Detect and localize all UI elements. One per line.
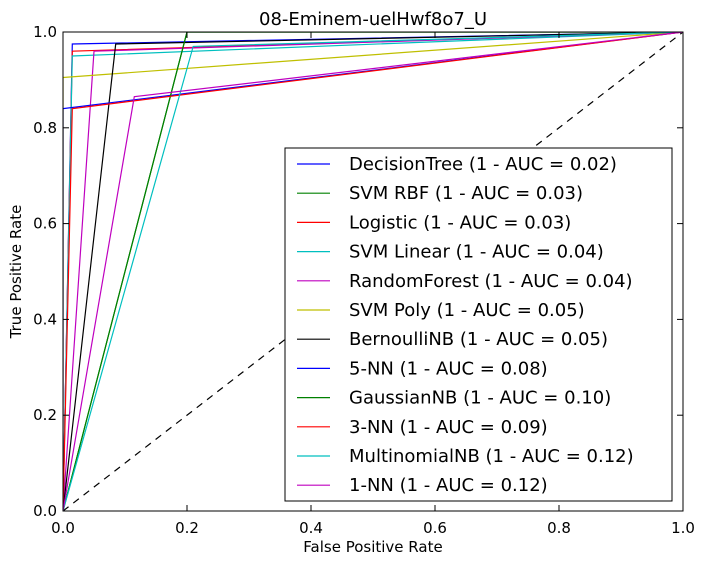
x-tick-label: 0.6 [423,519,447,537]
roc-line-5 [63,32,683,511]
x-tick-label: 1.0 [671,519,695,537]
roc-line-12 [63,32,683,511]
x-tick-label: 0.4 [299,519,323,537]
legend-label-5: RandomForest (1 - AUC = 0.04) [349,271,633,292]
legend-label-11: MultinomialNB (1 - AUC = 0.12) [349,446,634,467]
legend-label-3: Logistic (1 - AUC = 0.03) [349,212,571,233]
legend-label-6: SVM Poly (1 - AUC = 0.05) [349,300,585,321]
x-tick-label: 0.0 [51,519,75,537]
y-tick-label: 0.4 [33,310,57,328]
legend-box [284,147,673,502]
legend-label-9: GaussianNB (1 - AUC = 0.10) [349,388,611,409]
legend-label-2: SVM RBF (1 - AUC = 0.03) [349,183,583,204]
legend: DecisionTree (1 - AUC = 0.02) SVM RBF (1 … [284,147,673,502]
y-tick-label: 0.0 [33,502,57,520]
roc-line-11 [63,32,683,511]
chart-title: 08-Eminem-uelHwf8o7_U [259,9,487,30]
plot-frame [62,31,684,512]
roc-line-9 [63,32,683,511]
x-tick-label: 0.8 [547,519,571,537]
roc-line-7 [63,32,683,511]
y-tick-label: 0.6 [33,215,57,233]
series-group [63,32,683,511]
y-axis-title: True Positive Rate [7,205,25,340]
roc-line-6 [63,32,683,511]
legend-label-7: BernoulliNB (1 - AUC = 0.05) [349,329,608,350]
plot-area: 0.00.0 0.2 0.2 0.4 0.4 0.6 0.6 0.8 0.8 1.0 1.0 [33,23,695,537]
legend-label-12: 1-NN (1 - AUC = 0.12) [349,475,548,496]
y-tick-label: 0.8 [33,119,57,137]
legend-label-1: DecisionTree (1 - AUC = 0.02) [349,154,617,175]
legend-label-8: 5-NN (1 - AUC = 0.08) [349,358,548,379]
roc-line-10 [63,32,683,511]
y-tick-label: 0.2 [33,406,57,424]
legend-label-10: 3-NN (1 - AUC = 0.09) [349,417,548,438]
legend-label-4: SVM Linear (1 - AUC = 0.04) [349,242,604,263]
y-tick-label: 1.0 [33,23,57,41]
x-axis-title: False Positive Rate [303,538,442,556]
x-tick-label: 0.2 [175,519,199,537]
